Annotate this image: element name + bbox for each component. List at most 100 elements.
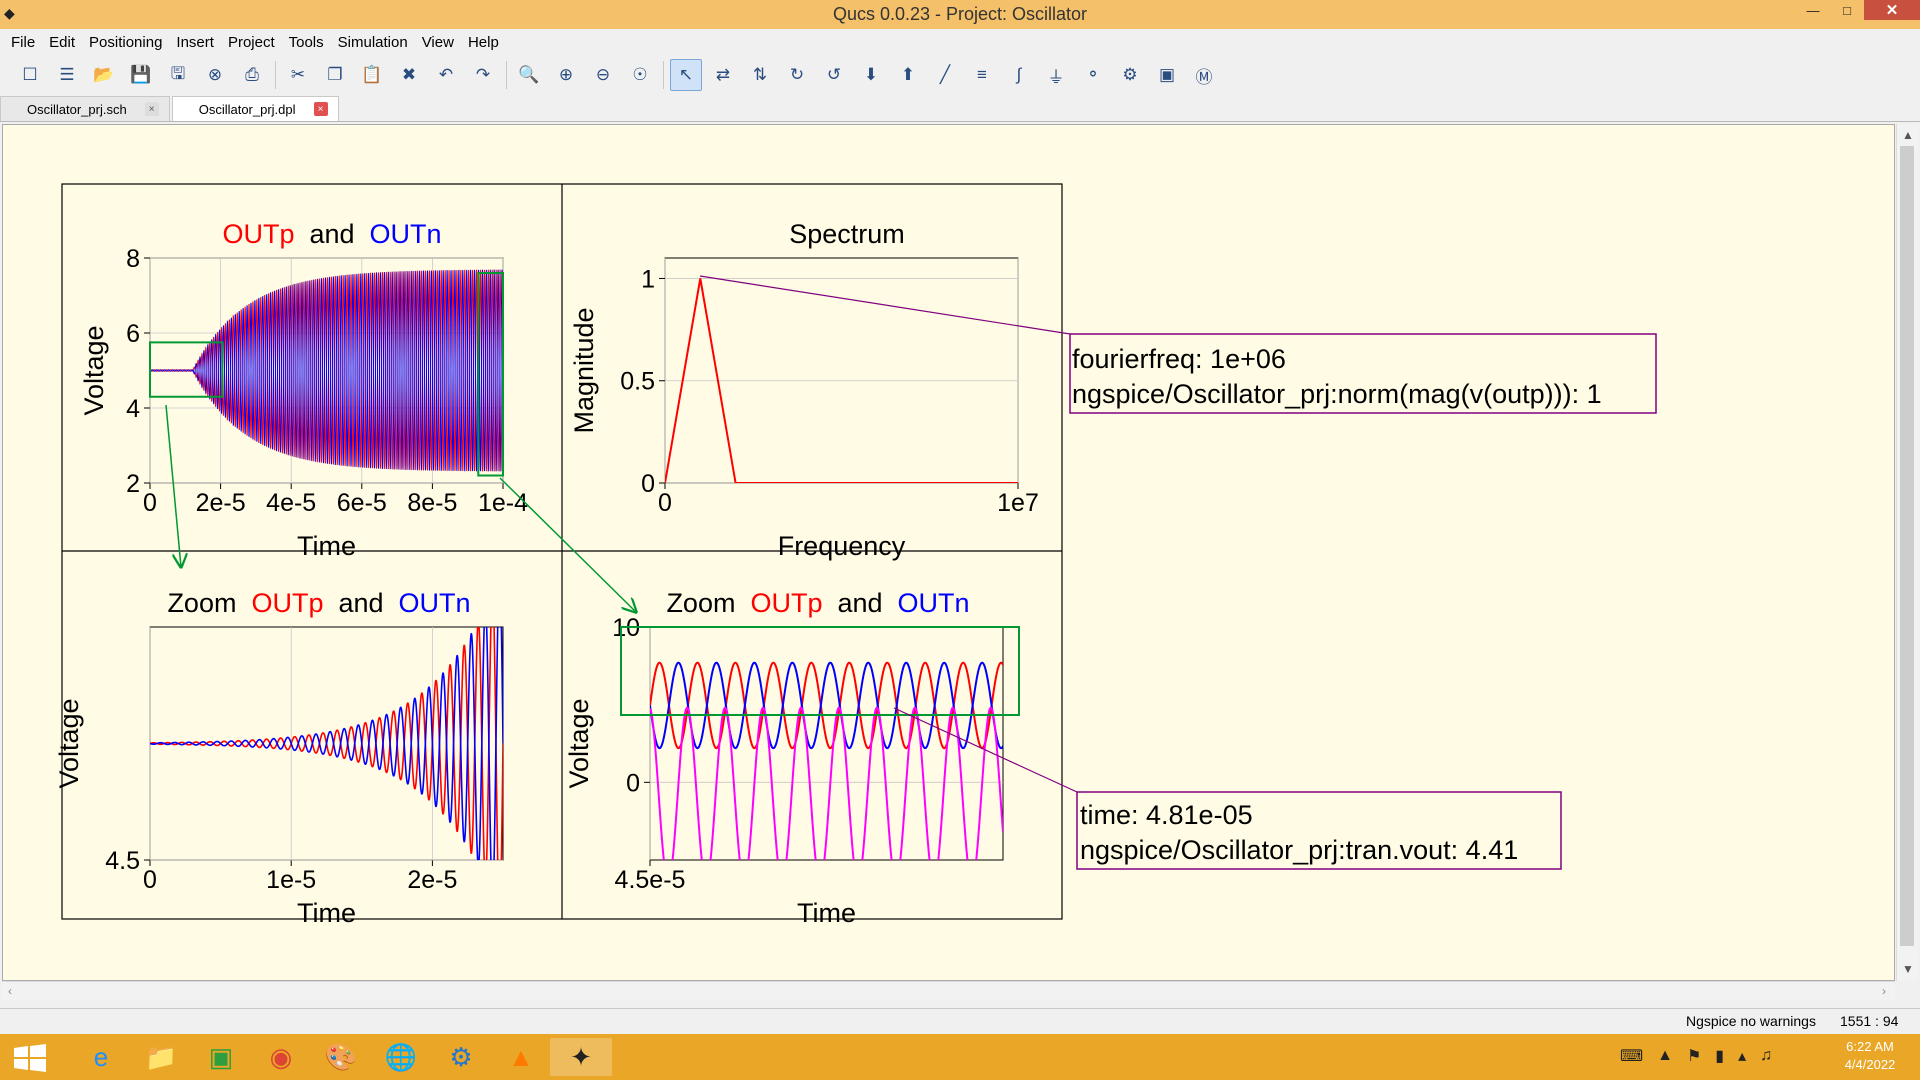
menu-project[interactable]: Project <box>227 33 275 51</box>
save-icon[interactable]: 💾 <box>130 65 152 84</box>
windows-start-icon[interactable] <box>10 1042 50 1074</box>
new-file-icon[interactable]: ☐ <box>22 65 38 84</box>
wire-icon[interactable]: ╱ <box>939 65 951 84</box>
zoom-in-icon[interactable]: ⊕ <box>558 65 574 84</box>
new-text-icon[interactable]: ☰ <box>59 65 75 84</box>
ground-icon[interactable]: ⏚ <box>1047 67 1065 87</box>
menu-simulation[interactable]: Simulation <box>337 33 408 51</box>
vlc-icon[interactable]: ▲ <box>508 1041 534 1072</box>
power-icon[interactable]: ▮ <box>1715 1048 1725 1065</box>
keyboard-icon[interactable]: ⌨ <box>1620 1048 1644 1065</box>
rotate-icon[interactable]: ↻ <box>789 65 805 84</box>
tab-oscillator-sch[interactable]: Oscillator_prj.sch × <box>0 96 170 121</box>
qucs-app-icon[interactable]: ◆ <box>4 5 15 21</box>
tick-label-x: 0 <box>143 489 157 517</box>
go-up-icon[interactable]: ⬆ <box>900 65 916 84</box>
globe-app-icon[interactable]: 🌐 <box>384 1041 418 1072</box>
series-vout <box>650 706 1003 860</box>
tick-label-x: 4e-5 <box>266 489 316 517</box>
horizontal-scrollbar[interactable]: ‹ › <box>2 981 1895 1001</box>
menu-positioning[interactable]: Positioning <box>89 33 163 51</box>
menu-edit[interactable]: Edit <box>49 33 76 51</box>
open-icon[interactable]: 📂 <box>93 65 115 84</box>
chrome-icon[interactable]: ◉ <box>269 1041 293 1072</box>
volume-icon[interactable]: ♫ <box>1760 1047 1773 1064</box>
tick-label-y: 0.5 <box>620 368 655 396</box>
series-group <box>150 627 503 860</box>
x-axis-label: Time <box>797 898 856 928</box>
close-window-button[interactable]: ✕ <box>1864 0 1920 20</box>
toolbar-separator <box>663 61 664 89</box>
tick-label-y: 6 <box>126 320 140 348</box>
zoom-fit-icon[interactable]: 🔍 <box>518 65 540 84</box>
internet-explorer-icon[interactable]: e <box>93 1041 109 1072</box>
minimize-button[interactable]: — <box>1806 2 1820 18</box>
paste-icon[interactable]: 📋 <box>361 65 383 84</box>
scroll-down-icon[interactable]: ▼ <box>1902 962 1914 976</box>
equation-icon[interactable]: ∫ <box>1016 65 1022 84</box>
mirror-x-icon[interactable]: ⇄ <box>715 65 731 84</box>
menu-view[interactable]: View <box>421 33 454 51</box>
print-icon[interactable]: ⎙ <box>245 65 259 84</box>
tick-label-y: 2 <box>126 470 140 498</box>
scroll-right-icon[interactable]: › <box>1882 984 1886 998</box>
network-icon[interactable]: ▴ <box>1738 1048 1747 1065</box>
simulate-icon[interactable]: ⚙ <box>1122 65 1138 84</box>
tick-label-y: 8 <box>126 245 140 273</box>
marker-box-2 <box>1076 791 1562 870</box>
goto-subcircuit-icon[interactable]: ⬇ <box>863 65 879 84</box>
delete-icon[interactable]: ✖ <box>401 65 417 84</box>
y-axis-label: Voltage <box>54 698 84 788</box>
cut-icon[interactable]: ✂ <box>290 65 306 84</box>
view-data-icon[interactable]: ▣ <box>1158 65 1176 84</box>
series-outn <box>150 627 503 860</box>
scroll-up-icon[interactable]: ▲ <box>1902 128 1914 142</box>
zoom-one-icon[interactable]: ☉ <box>632 65 648 84</box>
chart-panel-1: 0 2e-5 4e-5 6e-5 8e-5 1e-4 2 4 6 8 OUTp and OUTn Ti… <box>79 219 528 561</box>
zoom-connector-1 <box>165 404 181 567</box>
chart-title: Spectrum <box>789 219 905 249</box>
show-hidden-icons-icon[interactable]: ▲ <box>1657 1047 1673 1064</box>
rotate-ccw-icon[interactable]: ↺ <box>826 65 842 84</box>
select-pointer-icon[interactable]: ↖ <box>670 59 702 91</box>
action-center-flag-icon[interactable]: ⚑ <box>1686 1048 1702 1065</box>
plot-box <box>664 257 1019 484</box>
tab-oscillator-dpl[interactable]: Oscillator_prj.dpl × <box>171 96 339 121</box>
menu-tools[interactable]: Tools <box>288 33 324 51</box>
tick-label-x: 1e-4 <box>478 489 528 517</box>
x-axis-label: Time <box>297 531 356 561</box>
status-bar: Ngspice no warnings 1551 : 94 <box>0 1008 1920 1032</box>
port-icon[interactable]: ⚬ <box>1085 65 1101 84</box>
undo-icon[interactable]: ↶ <box>438 65 454 84</box>
menu-help[interactable]: Help <box>467 33 499 51</box>
y-axis-label: Magnitude <box>569 307 599 433</box>
close-tab-icon[interactable]: × <box>313 102 328 116</box>
qucs-icon[interactable]: ✦ <box>550 1038 612 1076</box>
menu-insert[interactable]: Insert <box>176 33 214 51</box>
store-icon[interactable]: ▣ <box>208 1041 234 1072</box>
tick-label-x: 2e-5 <box>196 489 246 517</box>
save-all-icon[interactable]: 🖫 <box>170 63 186 83</box>
vertical-scroll-thumb[interactable] <box>1900 146 1914 946</box>
mirror-y-icon[interactable]: ⇅ <box>752 65 768 84</box>
close-tab-icon[interactable]: × <box>144 102 159 116</box>
scroll-left-icon[interactable]: ‹ <box>8 984 12 998</box>
tick-label-y: 0 <box>626 769 640 797</box>
vertical-scrollbar[interactable]: ▲ ▼ <box>1896 124 1918 981</box>
zoom-out-icon[interactable]: ⊖ <box>595 65 611 84</box>
taskbar-clock[interactable]: 6:22 AM 4/4/2022 <box>1830 1038 1910 1074</box>
marker-icon[interactable]: Ⓜ <box>1195 67 1213 87</box>
menu-file[interactable]: File <box>11 33 36 51</box>
wire-label-icon[interactable]: ≡ <box>977 65 987 84</box>
tick-label-y: 4.5 <box>105 847 140 875</box>
toolbar-separator <box>275 61 276 89</box>
copy-icon[interactable]: ❐ <box>327 65 343 84</box>
tool-app-icon[interactable]: ⚙ <box>449 1041 473 1072</box>
close-doc-icon[interactable]: ⊗ <box>207 65 223 84</box>
maximize-button[interactable]: □ <box>1843 2 1851 18</box>
redo-icon[interactable]: ↷ <box>475 65 491 84</box>
file-explorer-icon[interactable]: 📁 <box>144 1041 178 1072</box>
x-axis-label: Time <box>297 898 356 928</box>
paint-icon[interactable]: 🎨 <box>324 1041 358 1072</box>
x-axis-label: Frequency <box>778 531 906 561</box>
